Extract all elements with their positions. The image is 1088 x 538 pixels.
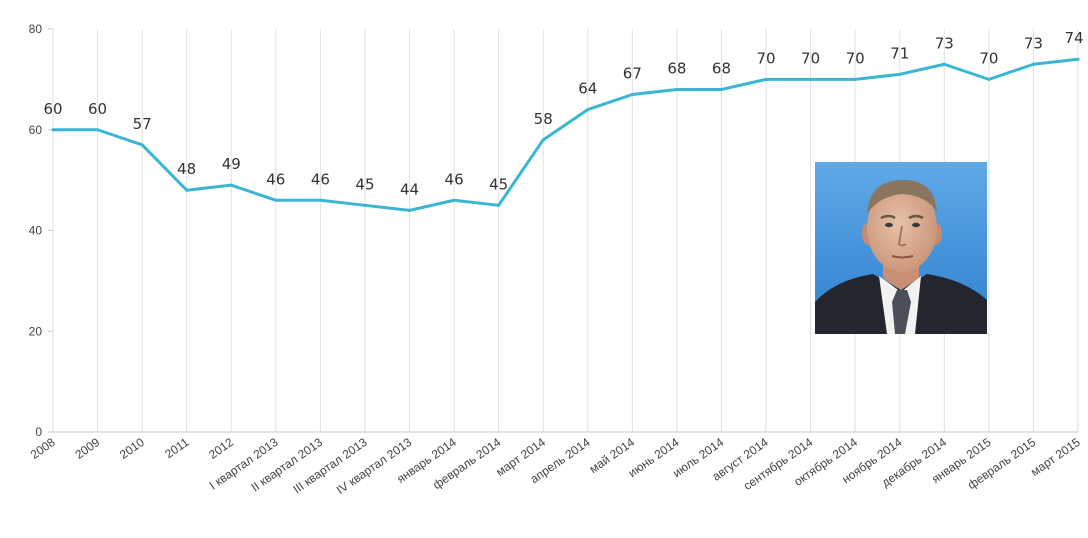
data-point xyxy=(853,77,857,81)
data-point xyxy=(898,72,902,76)
data-label: 74 xyxy=(1064,29,1083,47)
data-point xyxy=(140,143,144,147)
portrait-photo xyxy=(815,162,987,334)
data-point xyxy=(274,198,278,202)
y-tick-label: 40 xyxy=(29,224,43,238)
y-tick-label: 80 xyxy=(29,22,43,36)
grid-layer xyxy=(52,29,1079,432)
y-tick-label: 0 xyxy=(35,425,42,439)
data-point xyxy=(586,108,590,112)
data-point xyxy=(229,183,233,187)
x-tick-label: 2010 xyxy=(117,435,147,462)
x-tick-label: 2009 xyxy=(72,435,102,462)
x-tick-label: 2008 xyxy=(28,435,58,462)
x-tick-label: IV квартал 2013 xyxy=(334,435,415,497)
data-label: 45 xyxy=(489,175,508,193)
y-tick-label: 60 xyxy=(29,123,43,137)
data-point xyxy=(185,188,189,192)
data-label: 68 xyxy=(712,59,731,77)
data-point xyxy=(51,128,55,132)
data-label: 44 xyxy=(400,180,419,198)
data-point xyxy=(541,138,545,142)
x-tick-label: март 2015 xyxy=(1028,435,1083,479)
data-point xyxy=(452,198,456,202)
data-label: 60 xyxy=(88,100,107,118)
data-label: 68 xyxy=(667,59,686,77)
data-point xyxy=(987,77,991,81)
label-layer: 60 60 57 48 49 46 46 45 44 46 45 58 64 67 68 68 70 70 70 71… xyxy=(43,29,1083,198)
data-point xyxy=(318,198,322,202)
data-point xyxy=(675,87,679,91)
data-point xyxy=(719,87,723,91)
data-label: 46 xyxy=(266,170,285,188)
data-point xyxy=(1076,57,1080,61)
data-label: 60 xyxy=(43,100,62,118)
data-label: 64 xyxy=(578,80,597,98)
series-line xyxy=(51,57,1080,212)
data-label: 70 xyxy=(846,49,865,67)
data-point xyxy=(942,62,946,66)
data-label: 71 xyxy=(890,44,909,62)
data-point xyxy=(809,77,813,81)
data-point xyxy=(363,203,367,207)
x-tick-label: III квартал 2013 xyxy=(290,435,370,497)
data-point xyxy=(408,208,412,212)
data-label: 67 xyxy=(623,64,642,82)
data-label: 70 xyxy=(979,49,998,67)
data-label: 49 xyxy=(222,155,241,173)
data-label: 57 xyxy=(133,115,152,133)
data-label: 73 xyxy=(935,34,954,52)
data-label: 58 xyxy=(534,110,553,128)
data-label: 46 xyxy=(311,170,330,188)
data-label: 46 xyxy=(445,170,464,188)
data-label: 45 xyxy=(355,175,374,193)
series-layer xyxy=(51,57,1080,212)
x-tick-label: 2012 xyxy=(206,435,236,462)
data-point xyxy=(764,77,768,81)
data-label: 48 xyxy=(177,160,196,178)
data-label: 73 xyxy=(1024,34,1043,52)
data-label: 70 xyxy=(756,49,775,67)
data-point xyxy=(630,92,634,96)
data-label: 70 xyxy=(801,49,820,67)
data-point xyxy=(497,203,501,207)
data-point xyxy=(1031,62,1035,66)
x-tick-label: 2011 xyxy=(162,435,191,461)
data-point xyxy=(96,128,100,132)
y-tick-label: 20 xyxy=(29,324,43,338)
